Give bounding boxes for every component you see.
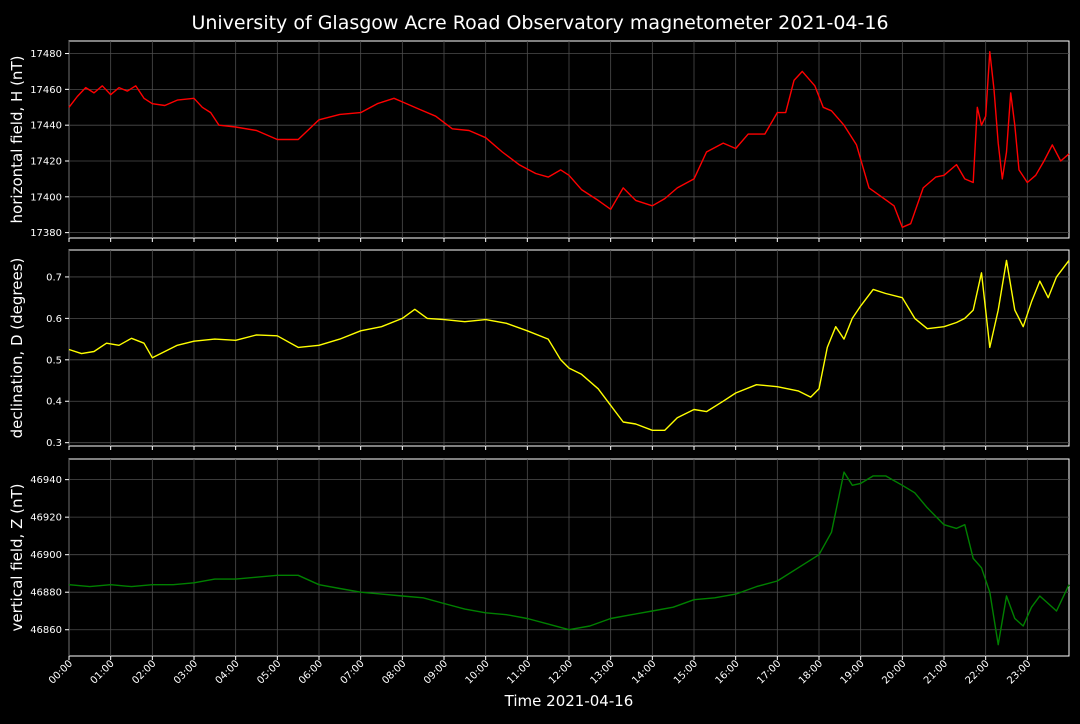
y-tick-label: 17480 [30, 49, 62, 60]
x-tick-label: 14:00 [630, 658, 658, 686]
y-axis-label-d: declination, D (degrees) [8, 258, 26, 439]
y-tick-label: 46860 [30, 625, 62, 636]
y-tick-label: 46940 [30, 475, 62, 486]
x-tick-label: 10:00 [464, 658, 492, 686]
x-tick-label: 00:00 [47, 658, 75, 686]
panel-z: 46860 46880 46900 46920 46940 vertical field,… [8, 458, 1070, 660]
x-tick-label: 17:00 [755, 658, 783, 686]
x-tick-label: 23:00 [1005, 658, 1033, 686]
x-tick-label: 20:00 [880, 658, 908, 686]
panel-h: 17380 17400 17420 17440 17460 17480 horizontal… [8, 40, 1070, 242]
x-tick-label: 18:00 [797, 658, 825, 686]
y-tick-label: 46880 [30, 588, 62, 599]
grid-d [68, 250, 1069, 446]
y-tick-label: 0.5 [46, 355, 62, 366]
y-tick-label: 46920 [30, 513, 62, 524]
x-tick-label: 02:00 [130, 658, 158, 686]
panel-d: 0.3 0.4 0.5 0.6 0.7 declination, D (degrees) [8, 249, 1070, 450]
series-line-z [68, 471, 1070, 646]
y-tick-label: 17440 [30, 121, 62, 132]
y-tick-label: 0.4 [46, 397, 62, 408]
x-tick-label: 13:00 [589, 658, 617, 686]
chart-title: University of Glasgow Acre Road Observat… [191, 12, 888, 34]
y-tick-label: 17400 [30, 192, 62, 203]
x-tick-label: 05:00 [255, 658, 283, 686]
x-tick-label: 01:00 [89, 658, 117, 686]
x-tick-label: 15:00 [672, 658, 700, 686]
y-tick-label: 46900 [30, 550, 62, 561]
x-tick-label: 12:00 [547, 658, 575, 686]
grid-z [68, 459, 1069, 656]
y-axis-label-z: vertical field, Z (nT) [8, 483, 26, 631]
x-tick-label: 21:00 [922, 658, 950, 686]
x-tick-label: 07:00 [339, 658, 367, 686]
x-tick-label: 11:00 [505, 658, 533, 686]
x-tick-label: 06:00 [297, 658, 325, 686]
y-tick-label: 0.7 [46, 272, 62, 283]
y-tick-label: 0.6 [46, 314, 62, 325]
x-tick-label: 16:00 [714, 658, 742, 686]
grid-h [68, 41, 1069, 238]
y-tick-label: 0.3 [46, 438, 62, 449]
series-line-h [68, 51, 1070, 228]
y-tick-label: 17420 [30, 156, 62, 167]
x-tick-label: 19:00 [839, 658, 867, 686]
x-tick-label: 22:00 [964, 658, 992, 686]
x-axis-label: Time 2021-04-16 [504, 692, 634, 710]
y-axis-label-h: horizontal field, H (nT) [8, 56, 26, 224]
x-tick-label: 03:00 [172, 658, 200, 686]
x-tick-label: 04:00 [214, 658, 242, 686]
y-tick-label: 17380 [30, 228, 62, 239]
series-line-d [68, 259, 1070, 431]
x-tick-label: 09:00 [422, 658, 450, 686]
x-tick-label: 08:00 [380, 658, 408, 686]
y-tick-label: 17460 [30, 85, 62, 96]
